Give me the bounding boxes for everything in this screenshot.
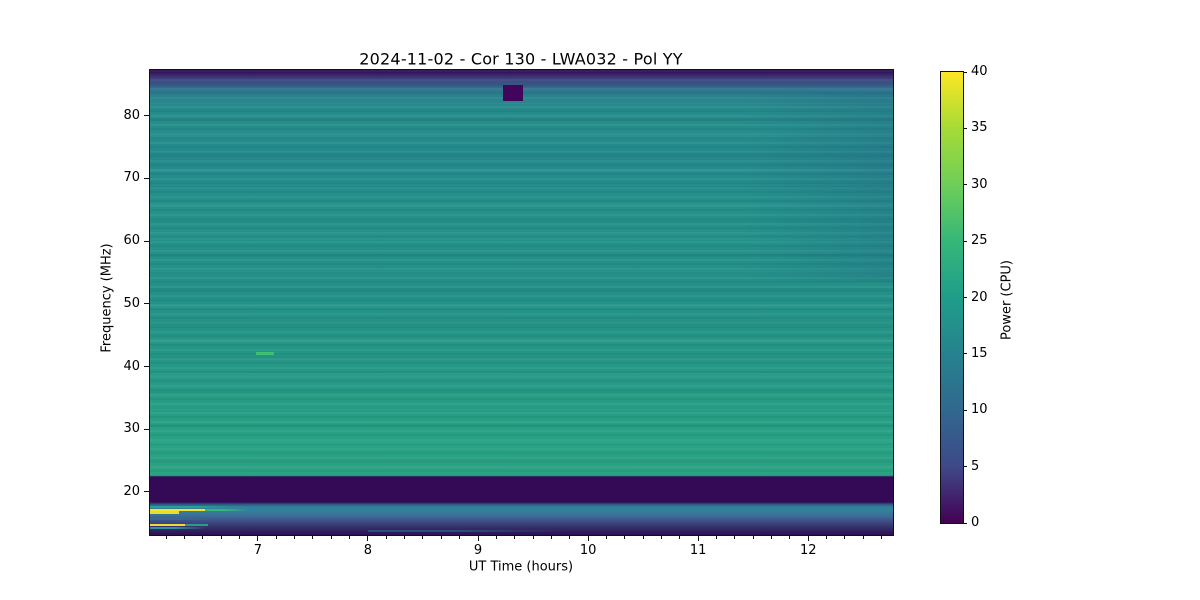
- y-tick-label: 20: [123, 483, 140, 499]
- x-tick: [587, 535, 589, 541]
- x-minor-tick: [734, 535, 736, 539]
- y-tick-label: 70: [123, 170, 140, 186]
- x-minor-tick: [771, 535, 773, 539]
- feature-rfi-yellow-line-2: [150, 511, 179, 514]
- x-minor-tick: [844, 535, 846, 539]
- colorbar-tick-label: 35: [971, 120, 988, 136]
- x-minor-tick: [422, 535, 424, 539]
- x-minor-tick: [440, 535, 442, 539]
- x-axis-label: UT Time (hours): [468, 559, 574, 575]
- feature-rfi-teal-row: [150, 505, 247, 508]
- feature-rfi-teal-row-2: [150, 526, 207, 530]
- feature-rfi-line-3-tail: [185, 523, 209, 526]
- x-tick-label: 8: [363, 543, 373, 558]
- chart-title: 2024-11-02 - Cor 130 - LWA032 - Pol YY: [359, 49, 683, 69]
- y-tick: [144, 428, 150, 430]
- colorbar-tick-label: 10: [971, 402, 988, 418]
- x-tick: [257, 535, 259, 541]
- colorbar-tick: [963, 127, 967, 129]
- x-minor-tick: [275, 535, 277, 539]
- colorbar-tick-label: 25: [971, 233, 988, 249]
- x-tick: [367, 535, 369, 541]
- x-minor-tick: [349, 535, 351, 539]
- x-minor-tick: [385, 535, 387, 539]
- colorbar-tick-label: 30: [971, 176, 988, 192]
- colorbar-tick: [963, 184, 967, 186]
- feature-green-enhancement: [255, 352, 275, 355]
- x-minor-tick: [642, 535, 644, 539]
- colorbar-tick: [963, 240, 967, 242]
- x-minor-tick: [789, 535, 791, 539]
- feature-rfi-yellow-line-3: [150, 523, 186, 526]
- x-minor-tick: [294, 535, 296, 539]
- colorbar-tick-label: 5: [971, 458, 980, 474]
- x-minor-tick: [239, 535, 241, 539]
- colorbar-tick: [963, 297, 967, 298]
- y-tick-label: 30: [123, 421, 140, 437]
- x-tick: [807, 535, 809, 541]
- colorbar-tick: [963, 409, 967, 411]
- x-minor-tick: [183, 535, 185, 539]
- colorbar-tick: [963, 522, 967, 524]
- x-tick-label: 12: [799, 543, 817, 558]
- y-tick: [144, 366, 150, 368]
- colorbar-tick: [963, 71, 967, 73]
- x-minor-tick: [716, 535, 717, 539]
- x-tick-label: 7: [253, 543, 262, 558]
- x-minor-tick: [495, 535, 497, 539]
- x-minor-tick: [330, 535, 332, 539]
- x-tick: [697, 535, 699, 541]
- x-minor-tick: [532, 535, 534, 539]
- high-frequency-tint: [743, 92, 893, 282]
- y-tick: [144, 115, 150, 117]
- feature-rfi-blue-rows: [150, 515, 209, 520]
- y-tick: [144, 303, 150, 305]
- colorbar-tick-label: 20: [971, 289, 988, 305]
- x-minor-tick: [679, 535, 681, 539]
- x-tick-label: 11: [689, 543, 707, 558]
- colorbar-tick: [963, 353, 967, 355]
- colorbar-tick-label: 0: [971, 515, 980, 530]
- x-minor-tick: [220, 535, 222, 539]
- y-tick: [144, 240, 150, 242]
- x-minor-tick: [202, 535, 204, 539]
- feature-rfi-line-1-tail: [205, 508, 250, 511]
- x-minor-tick: [550, 535, 552, 539]
- x-tick: [477, 535, 479, 541]
- y-tick-label: 50: [123, 295, 140, 311]
- x-tick-label: 9: [473, 543, 483, 558]
- x-minor-tick: [752, 535, 754, 539]
- y-tick: [144, 177, 150, 179]
- x-minor-tick: [312, 535, 314, 539]
- feature-attenuated-patch: [503, 84, 524, 102]
- x-minor-tick: [404, 535, 406, 539]
- spectral-banding-texture: [150, 70, 893, 476]
- x-minor-tick: [569, 535, 571, 539]
- feature-overlay-layer: [150, 70, 893, 535]
- colorbar-label: Power (CPU): [999, 259, 1015, 341]
- x-minor-tick: [881, 535, 883, 539]
- x-minor-tick: [624, 535, 626, 539]
- y-tick-label: 40: [123, 358, 140, 374]
- colorbar-tick-label: 15: [971, 345, 988, 361]
- x-minor-tick: [459, 535, 461, 539]
- x-minor-tick: [514, 535, 516, 539]
- feature-rfi-faint-line: [367, 529, 567, 532]
- x-minor-tick: [165, 535, 167, 539]
- x-minor-tick: [605, 535, 607, 539]
- colorbar-tick: [963, 466, 967, 468]
- x-minor-tick: [660, 535, 662, 539]
- y-tick: [144, 491, 150, 493]
- spectrogram-plot-area: [149, 69, 894, 536]
- y-tick-label: 80: [123, 107, 140, 123]
- colorbar-tick-label: 40: [971, 64, 988, 79]
- feature-rfi-yellow-line-1: [150, 508, 206, 511]
- x-minor-tick: [862, 535, 864, 539]
- x-minor-tick: [826, 535, 828, 539]
- colorbar: [940, 71, 964, 524]
- y-tick-label: 60: [123, 233, 140, 249]
- x-tick-label: 10: [579, 543, 597, 558]
